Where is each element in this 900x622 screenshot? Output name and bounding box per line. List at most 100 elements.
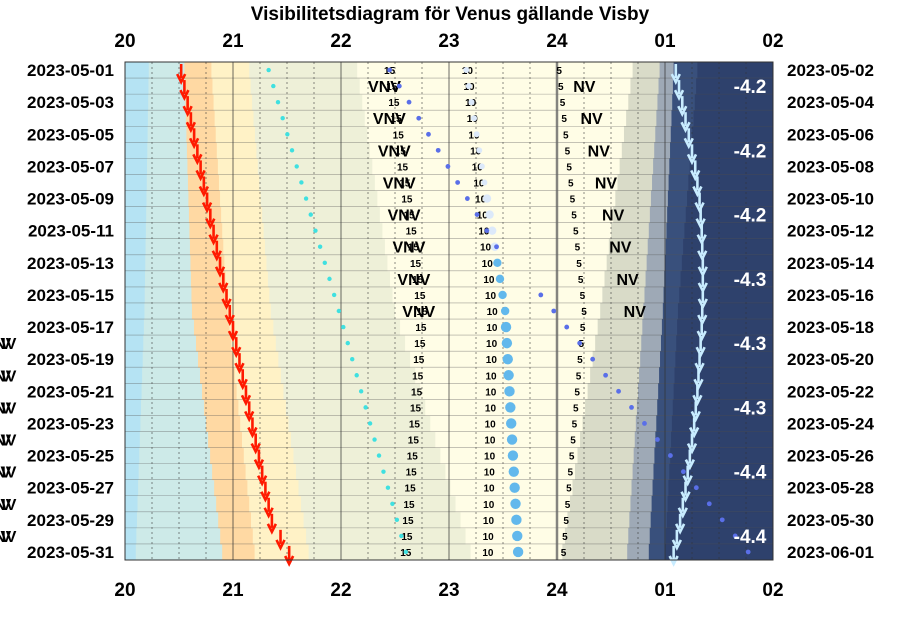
altitude-label-10-row-19: 10 [485,371,497,382]
twilight-band-2-row-28 [218,511,252,529]
blue-dot-row-29 [732,533,738,539]
night-core-row-7 [688,174,773,192]
direction-label-NV-row-17: NV [0,336,11,353]
twilight-band-4-row-18 [278,351,411,368]
twilight-band-0-row-5 [125,142,148,159]
magnitude-label-4: -4.3 [734,334,767,355]
blue-dot-row-22 [642,421,647,426]
twilight-band-0-row-8 [125,190,147,208]
right-date-2023-05-08: 2023-05-08 [787,157,874,176]
twilight-band-6-row-9 [613,206,651,224]
object-dots [266,67,751,558]
twilight-band-2-row-2 [185,94,215,111]
direction-label-NV-row-15: NV [624,304,647,321]
altitude-label-10-row-16: 10 [486,323,498,334]
twilight-band-7-row-5 [654,142,671,159]
twilight-band-4-row-10 [263,222,383,240]
direction-label-NV-row-7: NV [595,175,618,192]
twilight-band-3-row-7 [218,174,260,192]
blue-dot-row-4 [426,131,431,137]
sunset-arrow-row-1-head [179,89,190,102]
twilight-band-2-row-16 [193,319,230,336]
altitude-label-15-row-9: 15 [403,211,415,222]
direction-label-VNV-row-13: VNV [397,272,430,289]
moon-disc-row-4 [473,131,480,138]
right-date-2023-05-24: 2023-05-24 [787,414,875,433]
night-core-row-16 [677,319,773,336]
twilight-band-5-row-4 [367,126,625,143]
altitude-label-5-row-18: 5 [577,355,583,366]
twilight-band-4-row-8 [260,190,378,208]
altitude-label-5-row-6: 5 [566,162,572,173]
venus-set-arrow-row-0-head [670,73,681,85]
sunset-arrow-row-27-head [263,507,274,519]
night-core-row-25 [669,463,773,481]
twilight-band-5-row-8 [377,190,616,208]
twilight-band-3-row-11 [223,238,266,256]
direction-label-NV-row-11: NV [609,240,632,257]
venus-set-arrow-row-24-head [684,459,696,471]
twilight-band-2-row-19 [200,367,236,384]
venus-set-arrow-row-21-head [690,410,701,423]
twilight-band-2-row-20 [202,383,238,400]
twilight-band-7-row-26 [631,479,654,497]
altitude-label-10-row-12: 10 [482,259,494,270]
altitude-label-15-row-18: 15 [413,355,425,366]
twilight-band-4-row-1 [250,78,361,95]
twilight-band-6-row-2 [628,94,658,111]
twilight-band-6-row-7 [617,174,653,192]
cyan-dot-row-18 [350,356,355,362]
night-core-row-19 [674,367,773,384]
twilight-band-0-row-19 [125,367,143,384]
altitude-label-5-row-16: 5 [580,323,586,334]
blue-dot-row-19 [603,372,608,378]
twilight-band-3-row-3 [214,110,255,127]
altitude-label-10-row-29: 10 [483,532,495,543]
altitude-label-15-row-25: 15 [406,468,418,479]
twilight-band-4-row-5 [256,142,371,159]
twilight-band-7-row-29 [628,527,651,545]
magnitude-labels: -4.2 -4.2 -4.2 -4.3 -4.3 -4.3 -4.4 -4.4 [734,77,767,548]
sunset-arrow-row-12-head [214,266,226,278]
altitude-label-5-row-0: 5 [556,66,562,77]
twilight-band-3-row-8 [220,190,262,208]
twilight-band-5-row-14 [392,286,603,304]
twilight-band-0-row-2 [125,94,149,111]
night-core-row-9 [685,206,773,224]
twilight-band-7-row-12 [646,254,666,272]
cyan-dot-row-24 [376,453,382,458]
twilight-band-3-row-12 [224,254,267,272]
direction-label-VNV-row-15: VNV [402,304,435,321]
magnitude-label-3: -4.3 [734,270,767,291]
twilight-band-7-row-19 [639,367,660,384]
blue-dot-row-9 [474,212,480,218]
twilight-band-1-row-28 [136,511,219,529]
venus-set-arrow-row-26-head [680,491,691,503]
altitude-label-5-row-23: 5 [570,436,576,447]
twilight-band-4-row-23 [290,431,436,449]
right-date-2023-05-18: 2023-05-18 [787,318,874,337]
left-date-2023-05-17: 2023-05-17 [27,318,114,337]
right-date-2023-05-12: 2023-05-12 [787,222,874,241]
twilight-band-5-row-17 [405,335,596,352]
night-core-row-5 [690,142,773,159]
left-date-2023-05-15: 2023-05-15 [27,286,114,305]
twilight-band-6-row-12 [606,254,648,272]
twilight-band-6-row-27 [569,495,631,513]
twilight-band-3-row-24 [243,447,294,465]
twilight-band-0-row-10 [125,222,147,240]
twilight-band-4-row-24 [293,447,441,465]
right-date-2023-05-04: 2023-05-04 [787,93,875,112]
left-date-2023-05-25: 2023-05-25 [27,447,114,466]
altitude-label-15-row-5: 15 [395,146,407,157]
twilight-band-1-row-16 [143,319,195,336]
moon-disc-row-3 [471,115,478,122]
direction-label-NV-row-9: NV [602,208,625,225]
twilight-band-0-row-26 [125,479,139,497]
cyan-dot-row-14 [331,292,337,298]
right-date-2023-05-22: 2023-05-22 [787,382,874,401]
event-arrows [175,64,708,567]
sunset-arrow-row-30-head [283,555,295,567]
twilight-band-1-row-24 [139,447,211,465]
